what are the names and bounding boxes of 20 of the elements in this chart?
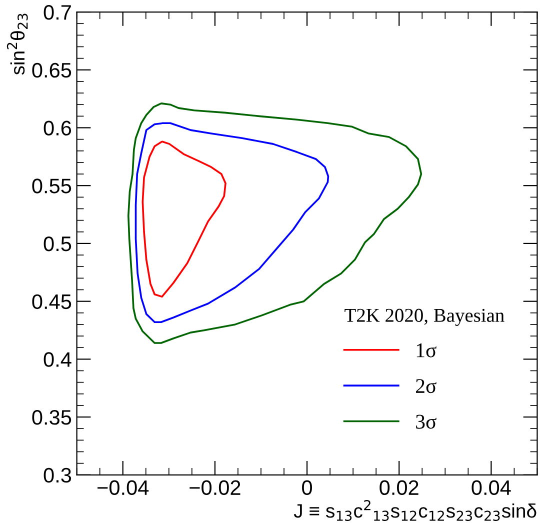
x-tick-label: −0.04 bbox=[98, 480, 149, 496]
y-tick-label: 0.45 bbox=[32, 294, 72, 310]
legend-title: T2K 2020, Bayesian bbox=[344, 308, 504, 326]
legend-label: 3σ bbox=[416, 414, 436, 429]
y-tick-label: 0.3 bbox=[44, 468, 72, 483]
text: J ≡ s$_{13}$c$^{2}$$_{13}$s$_{12}$c$_{12}$s$_{23}$c$_{23}$sinδ bbox=[294, 500, 536, 521]
y-tick-label: 0.6 bbox=[44, 120, 72, 136]
y-tick-label: 0.5 bbox=[44, 236, 72, 252]
y-tick-label: 0.65 bbox=[32, 62, 72, 78]
y-axis-title: sin$^{2}$θ$_{23}$ bbox=[6, 14, 28, 75]
legend-label: 1σ bbox=[416, 343, 436, 358]
x-tick-label: 0.04 bbox=[472, 480, 511, 496]
x-tick-label: 0 bbox=[302, 480, 312, 496]
y-tick-label: 0.7 bbox=[44, 5, 71, 20]
y-tick-label: 0.4 bbox=[44, 352, 72, 367]
x-tick-label: −0.02 bbox=[190, 480, 240, 496]
x-tick-label: 0.02 bbox=[380, 480, 418, 496]
legend-label: 2σ bbox=[416, 379, 436, 394]
y-tick-label: 0.35 bbox=[32, 410, 72, 425]
y-tick-label: 0.55 bbox=[32, 178, 72, 194]
